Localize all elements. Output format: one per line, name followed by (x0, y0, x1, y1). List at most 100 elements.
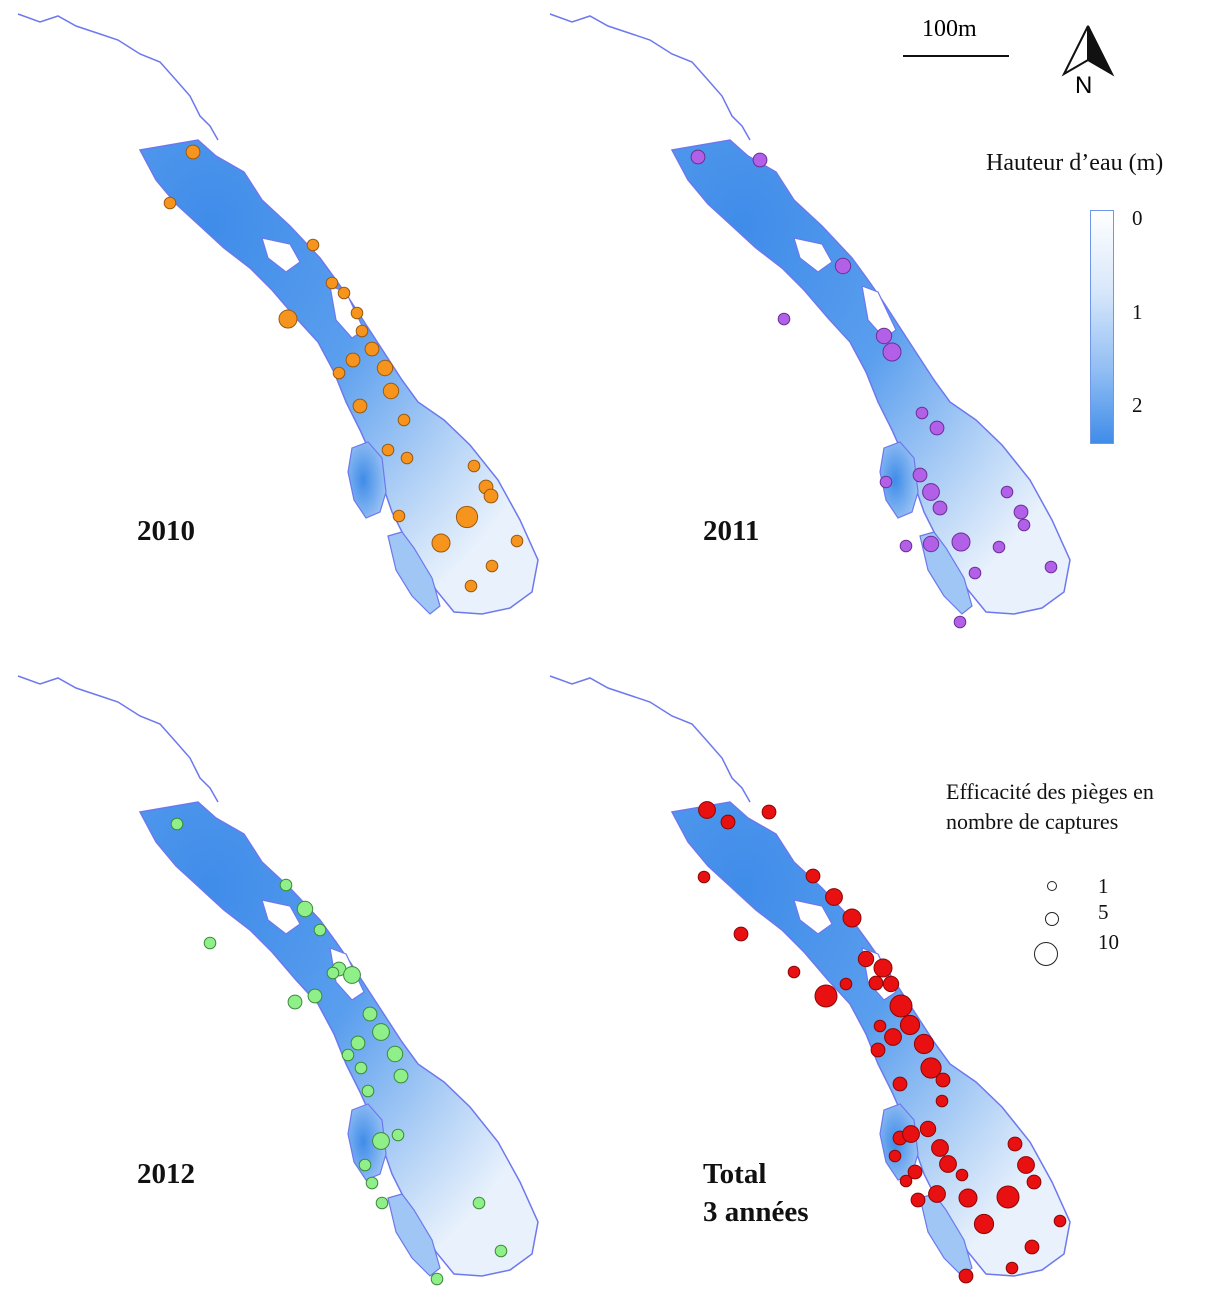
trap-marker-total-11 (868, 975, 884, 991)
trap-marker-2012-14 (341, 1048, 355, 1062)
panel-label-total-line2: 3 années (703, 1196, 809, 1228)
trap-marker-2011-11 (922, 483, 940, 501)
trap-marker-2012-22 (365, 1176, 379, 1190)
trap-marker-2012-4 (313, 923, 327, 937)
trap-marker-2011-5 (875, 327, 893, 345)
capture-legend-title-line1: Efficacité des pièges en (946, 779, 1154, 804)
trap-marker-total-21 (913, 1033, 935, 1055)
trap-marker-total-45 (1024, 1239, 1040, 1255)
trap-marker-2010-4 (325, 276, 339, 290)
trap-marker-2011-20 (968, 566, 982, 580)
north-arrow-icon (1061, 25, 1115, 77)
trap-marker-2011-2 (752, 152, 768, 168)
trap-marker-total-47 (958, 1268, 974, 1284)
trap-marker-2012-13 (350, 1035, 366, 1051)
trap-marker-total-43 (973, 1213, 995, 1235)
trap-marker-2010-18 (467, 459, 481, 473)
trap-marker-2012-25 (494, 1244, 508, 1258)
depth-color-bar (1090, 210, 1114, 444)
trap-marker-total-31 (939, 1155, 957, 1173)
trap-marker-total-46 (1005, 1261, 1019, 1275)
trap-marker-total-19 (873, 1019, 887, 1033)
scale-bar-label: 100m (922, 16, 977, 42)
trap-marker-2012-7 (343, 966, 361, 984)
trap-marker-total-22 (870, 1042, 886, 1058)
capture-size-label-1: 1 (1098, 874, 1109, 898)
trap-marker-total-35 (899, 1174, 913, 1188)
capture-legend-title-line2: nombre de captures (946, 809, 1119, 834)
trap-marker-total-39 (910, 1192, 926, 1208)
trap-marker-2011-4 (777, 312, 791, 326)
trap-marker-2010-20 (483, 488, 499, 504)
trap-marker-total-34 (955, 1168, 969, 1182)
trap-marker-2010-3 (306, 238, 320, 252)
trap-marker-total-28 (902, 1125, 920, 1143)
trap-marker-total-32 (888, 1149, 902, 1163)
trap-marker-2010-5 (278, 309, 298, 329)
trap-marker-2011-12 (932, 500, 948, 516)
trap-marker-2010-16 (381, 443, 395, 457)
trap-marker-2012-2 (279, 878, 293, 892)
trap-marker-2010-6 (337, 286, 351, 300)
trap-marker-2010-1 (185, 144, 201, 160)
trap-marker-2011-10 (879, 475, 893, 489)
trap-marker-total-26 (935, 1094, 949, 1108)
panel-label-2011: 2011 (703, 515, 760, 547)
trap-marker-total-5 (805, 868, 821, 884)
north-arrow-label: N (1075, 72, 1093, 99)
trap-marker-2010-15 (397, 413, 411, 427)
trap-marker-2012-23 (375, 1196, 389, 1210)
trap-marker-total-25 (892, 1076, 908, 1092)
trap-marker-total-8 (733, 926, 749, 942)
trap-marker-total-36 (1007, 1136, 1023, 1152)
trap-marker-2011-15 (1017, 518, 1031, 532)
trap-marker-total-14 (839, 977, 853, 991)
trap-marker-2010-22 (392, 509, 406, 523)
depth-tick-2: 2 (1132, 393, 1143, 417)
capture-size-symbol-5 (1045, 912, 1059, 926)
trap-marker-2012-12 (372, 1023, 390, 1041)
panel-label-total-line1: Total (703, 1158, 767, 1190)
trap-marker-2012-3 (296, 900, 314, 918)
trap-marker-total-3 (761, 804, 777, 820)
depth-tick-1: 1 (1132, 300, 1143, 324)
panel-label-2010: 2010 (137, 515, 195, 547)
trap-marker-2011-13 (1000, 485, 1014, 499)
trap-marker-2012-15 (386, 1045, 404, 1063)
trap-marker-2012-9 (287, 994, 303, 1010)
trap-marker-2011-1 (690, 149, 706, 165)
trap-marker-2012-21 (358, 1158, 372, 1172)
trap-marker-2011-6 (882, 342, 902, 362)
trap-marker-2010-26 (464, 579, 478, 593)
trap-marker-2011-18 (899, 539, 913, 553)
trap-marker-2011-8 (929, 420, 945, 436)
trap-marker-total-42 (996, 1185, 1020, 1209)
trap-marker-2012-19 (372, 1132, 390, 1150)
trap-marker-2012-18 (361, 1084, 375, 1098)
trap-marker-2010-14 (352, 398, 368, 414)
trap-marker-2010-2 (163, 196, 177, 210)
trap-marker-2011-14 (1013, 504, 1029, 520)
capture-size-symbol-1 (1047, 881, 1057, 891)
trap-marker-2012-26 (430, 1272, 444, 1286)
trap-marker-total-6 (825, 888, 843, 906)
trap-marker-2012-17 (393, 1068, 409, 1084)
trap-marker-2010-23 (431, 533, 451, 553)
trap-marker-total-33 (907, 1164, 923, 1180)
trap-marker-2011-16 (951, 532, 971, 552)
scale-bar (903, 55, 1009, 57)
trap-marker-total-40 (928, 1185, 946, 1203)
depth-tick-0: 0 (1132, 206, 1143, 230)
trap-marker-2011-22 (953, 615, 967, 629)
trap-marker-total-23 (920, 1057, 942, 1079)
trap-marker-2010-24 (510, 534, 524, 548)
trap-marker-2011-9 (912, 467, 928, 483)
capture-size-symbol-10 (1034, 942, 1058, 966)
trap-marker-total-44 (1053, 1214, 1067, 1228)
lake-basemap-2 (549, 13, 1071, 615)
trap-marker-2010-17 (400, 451, 414, 465)
trap-marker-2010-21 (455, 505, 479, 529)
trap-marker-total-15 (814, 984, 838, 1008)
trap-marker-total-4 (697, 870, 711, 884)
